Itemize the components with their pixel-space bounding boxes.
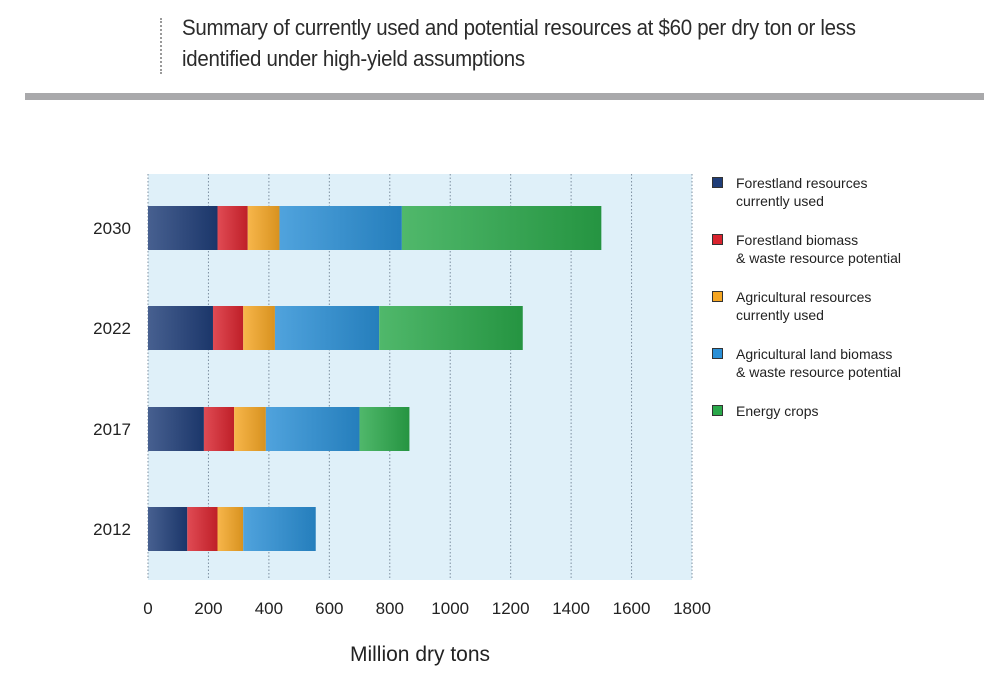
bar-segment	[148, 306, 213, 350]
y-tick-label: 2030	[93, 219, 131, 238]
y-tick-label: 2017	[93, 420, 131, 439]
legend-swatch	[712, 234, 723, 245]
bar-segment	[212, 306, 244, 350]
x-tick-label: 1000	[431, 599, 469, 618]
x-tick-label: 1200	[492, 599, 530, 618]
x-tick-labels: 0 200 400 600 800 1000 1200 1400 1600 1800	[143, 599, 711, 618]
x-tick-label: 400	[255, 599, 283, 618]
bar-segment	[359, 407, 410, 451]
y-tick-label: 2012	[93, 520, 131, 539]
bar-segment	[247, 206, 280, 250]
y-tick-labels: 2030 2022 2017 2012	[93, 219, 131, 539]
chart-title: Summary of currently used and potential …	[182, 15, 856, 71]
bar-segment	[243, 306, 275, 350]
x-tick-label: 1400	[552, 599, 590, 618]
x-tick-label: 0	[143, 599, 152, 618]
x-tick-label: 800	[376, 599, 404, 618]
legend-label: Energy crops	[736, 403, 819, 419]
legend-item: Energy crops	[712, 402, 987, 432]
bar-segment	[234, 407, 266, 451]
bar-segment	[217, 206, 248, 250]
x-tick-label: 200	[194, 599, 222, 618]
x-tick-label: 1600	[613, 599, 651, 618]
legend-label: Forestland biomass & waste resource pote…	[736, 232, 901, 266]
x-tick-label: 1800	[673, 599, 711, 618]
legend: Forestland resources currently used Fore…	[712, 174, 987, 432]
x-tick-label: 600	[315, 599, 343, 618]
bar-segment	[265, 407, 360, 451]
legend-label: Agricultural resources currently used	[736, 289, 872, 323]
legend-item: Forestland resources currently used	[712, 174, 987, 231]
legend-swatch	[712, 348, 723, 359]
bar-segment	[401, 206, 602, 250]
legend-item: Agricultural resources currently used	[712, 288, 987, 345]
legend-swatch	[712, 405, 723, 416]
bar-segment	[148, 407, 204, 451]
bar-segment	[187, 507, 218, 551]
bar-segment	[274, 306, 380, 350]
bar-segment	[148, 507, 188, 551]
header-divider	[25, 93, 984, 100]
bar-segment	[203, 407, 235, 451]
bar-segment	[279, 206, 402, 250]
legend-swatch	[712, 177, 723, 188]
bar-segment	[217, 507, 244, 551]
legend-swatch	[712, 291, 723, 302]
legend-label: Agricultural land biomass & waste resour…	[736, 346, 901, 380]
y-tick-label: 2022	[93, 319, 131, 338]
bar-segment	[379, 306, 523, 350]
bars	[148, 206, 602, 551]
legend-label: Forestland resources currently used	[736, 175, 868, 209]
x-axis-label: Million dry tons	[349, 643, 491, 666]
bar-segment	[148, 206, 218, 250]
legend-item: Forestland biomass & waste resource pote…	[712, 231, 987, 288]
legend-item: Agricultural land biomass & waste resour…	[712, 345, 987, 402]
bar-segment	[243, 507, 316, 551]
title-dotted-rule	[160, 18, 162, 74]
